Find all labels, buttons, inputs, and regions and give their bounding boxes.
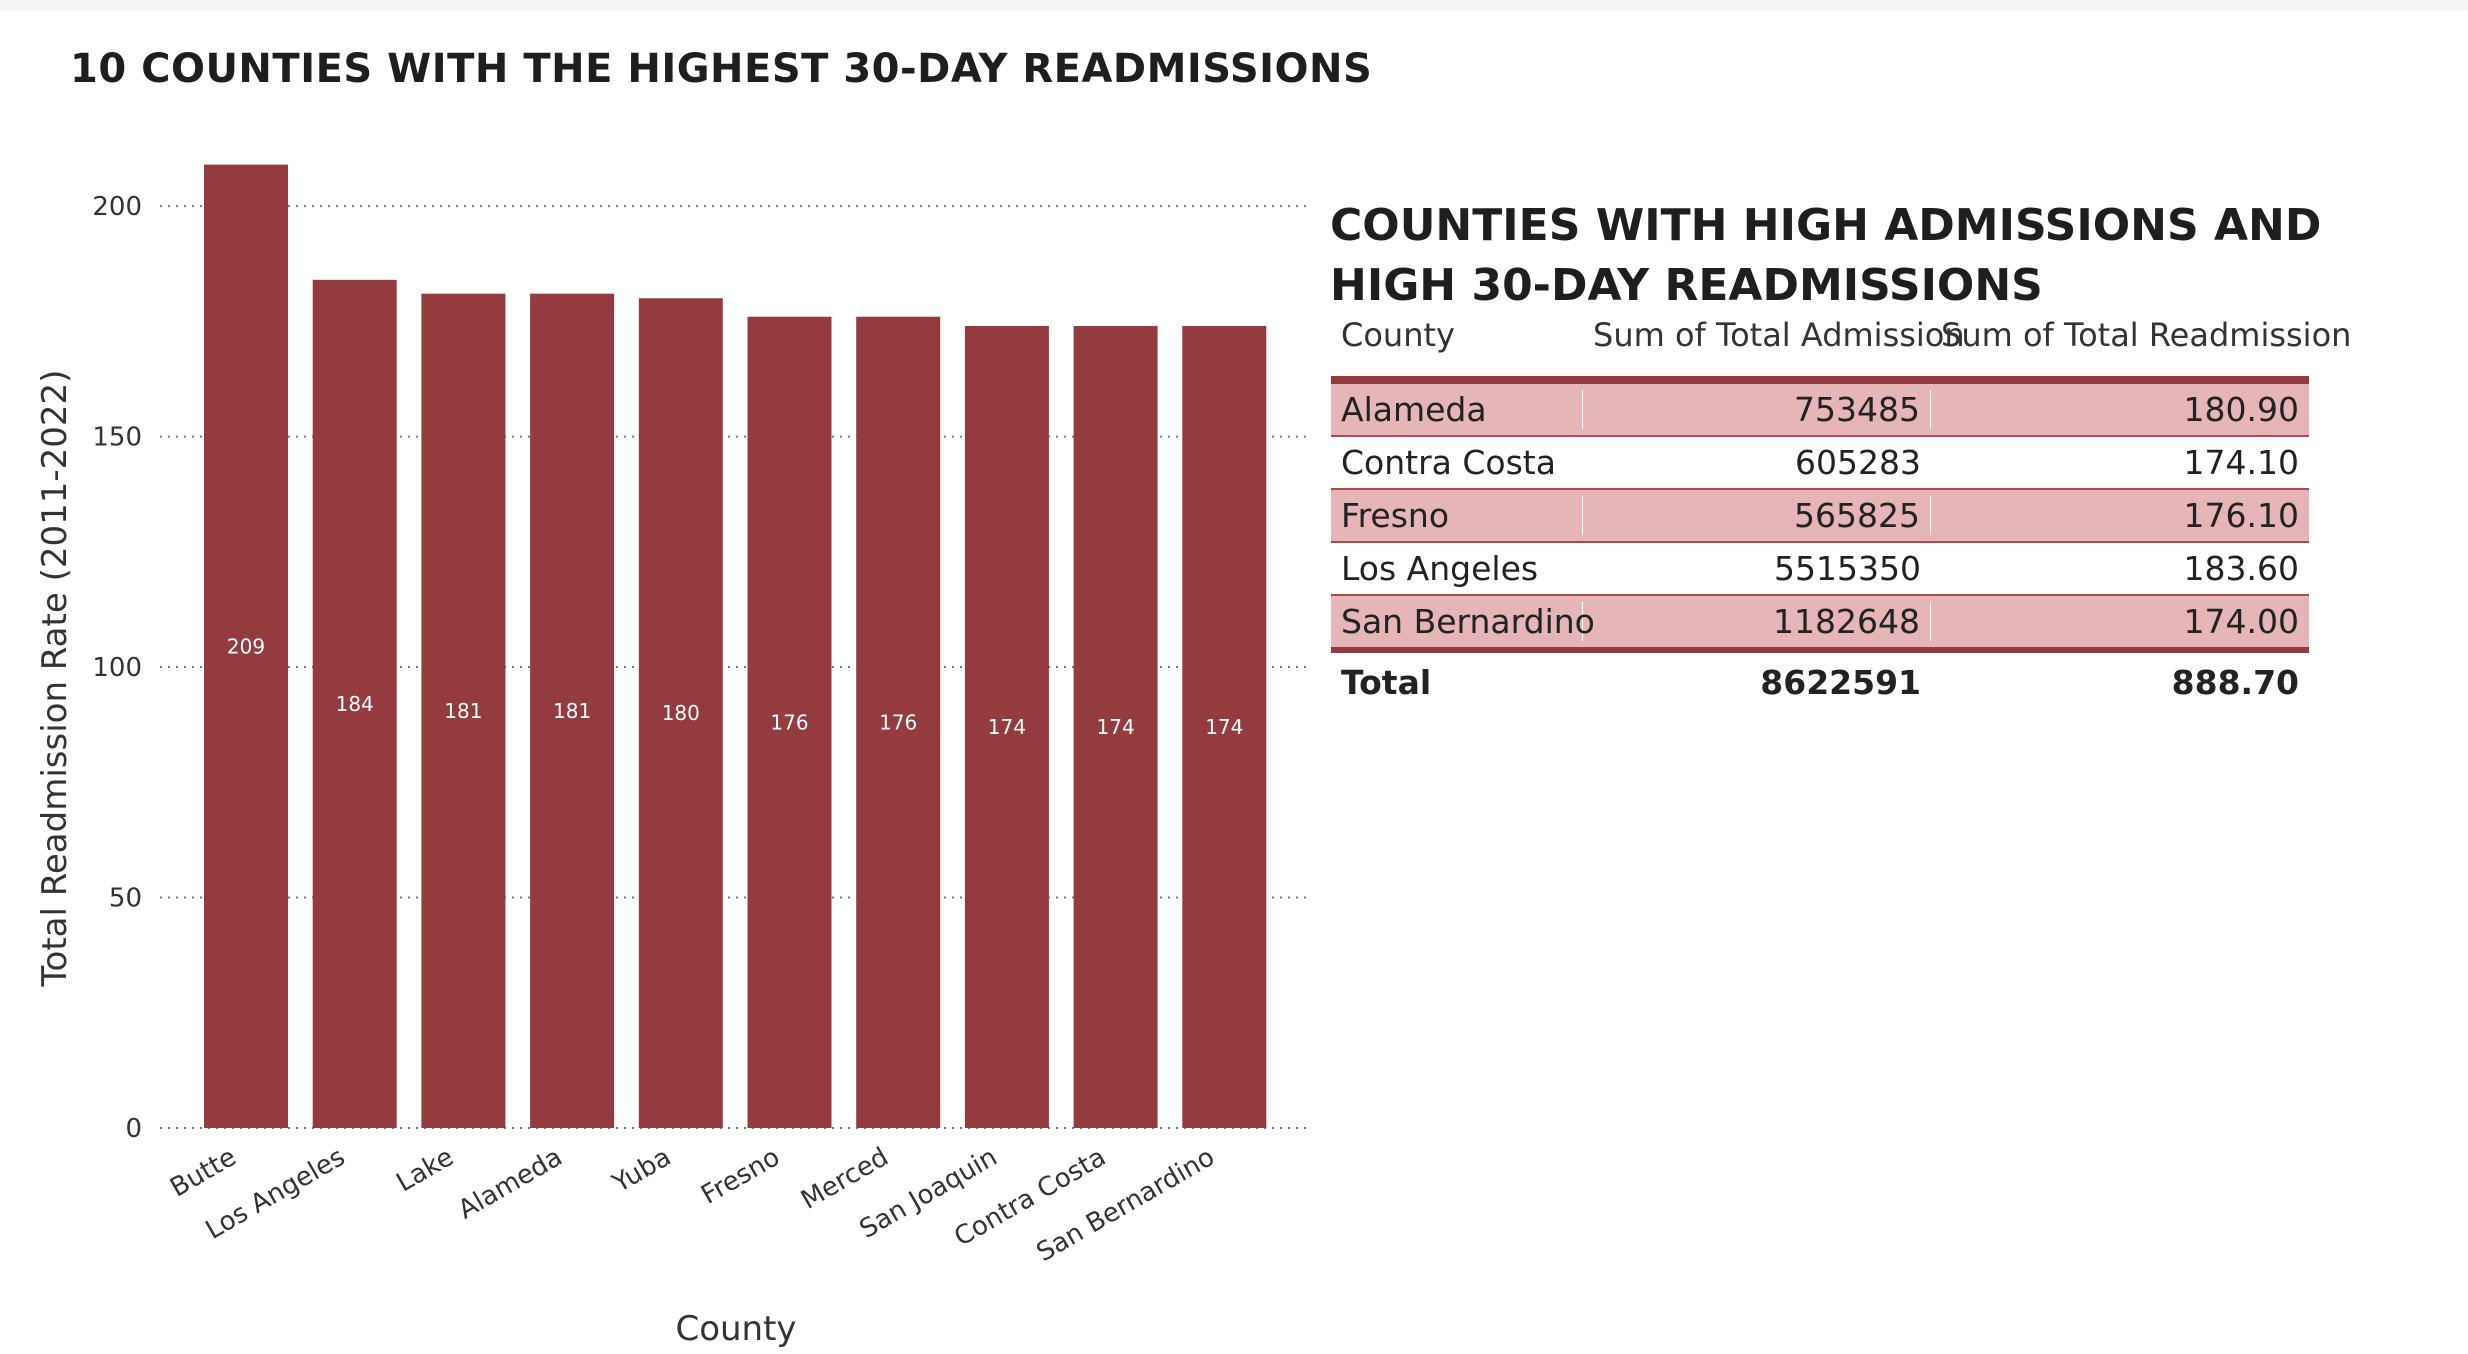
top-bar [0,0,2468,10]
x-tick-label: San Bernardino [1032,1142,1220,1268]
data-label: 181 [444,699,482,723]
data-label: 184 [336,692,374,716]
cell-readmission: 183.60 [2183,549,2299,588]
bar-fresno[interactable] [747,316,832,1128]
bar-san-bernardino[interactable] [1182,325,1267,1128]
cell-county: Contra Costa [1341,443,1556,482]
cell-readmission: 180.90 [2183,390,2299,429]
cell-county: San Bernardino [1331,602,1595,641]
bar-butte[interactable] [204,164,288,1129]
cell-admission: 753485 [1583,390,1931,429]
total-label: Total [1341,662,1432,702]
y-tick-label: 150 [92,423,142,453]
cell-admission: 565825 [1583,496,1931,535]
data-label: 209 [227,634,265,658]
cell-readmission: 176.10 [2183,496,2299,535]
total-admission: 8622591 [1760,662,1921,702]
y-axis-title: Total Readmission Rate (2011-2022) [35,370,75,988]
bar-los-angeles[interactable] [312,279,397,1128]
data-label: 180 [662,701,700,725]
cell-county: Fresno [1331,496,1583,535]
cell-admission: 5515350 [1774,549,1921,588]
bar-yuba[interactable] [638,298,723,1128]
data-label: 176 [879,710,917,734]
bar-alameda[interactable] [530,293,615,1129]
x-tick-label: Butte [165,1142,241,1203]
y-tick-label: 0 [125,1114,142,1144]
data-label: 174 [1205,715,1243,739]
cell-county: Los Angeles [1341,549,1539,588]
bar-san-joaquin[interactable] [964,325,1049,1128]
header-rule [1331,376,2309,384]
chart-title: 10 COUNTIES WITH THE HIGHEST 30-DAY READ… [70,46,1373,92]
bar-contra-costa[interactable] [1073,325,1158,1128]
total-readmission: 888.70 [2171,662,2299,702]
cell-readmission: 174.10 [2183,443,2299,482]
summary-table: County Sum of Total Admission Sum of Tot… [1331,316,2352,711]
y-tick-label: 100 [92,653,142,683]
table-total-row: Total 8622591 888.70 [1331,653,2309,711]
x-tick-label: Alameda [453,1142,567,1225]
column-header-total-readmission[interactable]: Sum of Total Readmission [1941,316,2352,354]
table-title: COUNTIES WITH HIGH ADMISSIONS AND HIGH 3… [1330,200,2322,311]
table-row[interactable]: San Bernardino 1182648 174.00 [1331,596,2309,649]
table-row[interactable]: Los Angeles 5515350 183.60 [1331,543,2309,596]
cell-admission: 1182648 [1583,602,1931,641]
table-row[interactable]: Alameda 753485 180.90 [1331,384,2309,437]
bar-lake[interactable] [421,293,506,1129]
x-tick-label: Fresno [696,1142,785,1211]
data-label: 181 [553,699,591,723]
data-label: 176 [770,710,808,734]
table-row[interactable]: Contra Costa 605283 174.10 [1331,437,2309,490]
bars [204,164,1267,1129]
table-row[interactable]: Fresno 565825 176.10 [1331,490,2309,543]
column-header-total-admission[interactable]: Sum of Total Admission [1593,316,1965,354]
y-tick-label: 50 [109,884,142,914]
cell-admission: 605283 [1795,443,1921,482]
bar-merced[interactable] [856,316,941,1128]
data-label: 174 [988,715,1026,739]
table-header-row: County Sum of Total Admission Sum of Tot… [1331,316,2352,376]
y-tick-label: 200 [92,192,142,222]
x-axis-title: County [675,1309,796,1349]
x-tick-label: Yuba [607,1142,676,1199]
cell-readmission: 174.00 [2183,602,2299,641]
data-label: 174 [1097,715,1135,739]
x-tick-label: Lake [391,1142,458,1198]
column-header-county[interactable]: County [1341,316,1455,354]
total-rule [1331,647,2309,653]
cell-county: Alameda [1331,390,1583,429]
